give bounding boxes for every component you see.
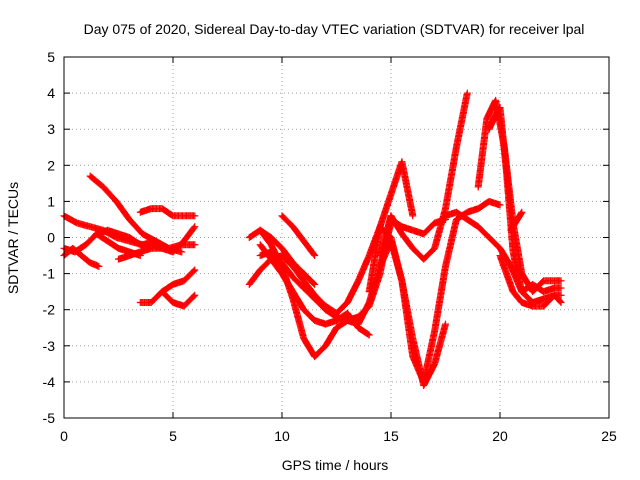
data-series-group <box>115 244 166 263</box>
series-trace <box>388 216 448 237</box>
y-tick-label: 1 <box>47 193 55 209</box>
series-trace <box>377 238 449 388</box>
grid-lines <box>64 57 609 418</box>
x-tick-label: 25 <box>601 428 617 444</box>
data-series-group <box>86 172 186 256</box>
series-trace <box>508 209 525 233</box>
y-tick-label: 0 <box>47 230 55 246</box>
x-tick-label: 0 <box>60 428 68 444</box>
data-series-group <box>60 244 103 270</box>
x-tick-label: 5 <box>169 428 177 444</box>
y-tick-label: 2 <box>47 157 55 173</box>
y-tick-label: -4 <box>43 374 56 390</box>
series-trace <box>61 245 102 270</box>
y-axis-label: SDTVAR / TECUs <box>5 182 21 294</box>
data-series-group <box>376 237 449 390</box>
x-ticks: 0 5 10 15 20 25 <box>60 57 617 444</box>
data-series-group <box>387 215 449 238</box>
data-series-group <box>376 89 471 263</box>
y-tick-label: 5 <box>47 49 55 65</box>
data-series <box>60 89 565 390</box>
data-series-group <box>256 226 319 288</box>
x-tick-label: 10 <box>274 428 290 444</box>
data-series-group <box>136 288 199 310</box>
y-tick-label: -3 <box>43 338 56 354</box>
data-series-group <box>278 212 319 260</box>
data-series-group <box>158 266 199 296</box>
y-tick-label: -5 <box>43 410 56 426</box>
series-trace <box>138 205 197 220</box>
y-tick-label: 3 <box>47 121 55 137</box>
series-trace <box>87 173 184 256</box>
data-series-group <box>496 252 565 310</box>
series-trace <box>257 242 372 338</box>
chart-title: Day 075 of 2020, Sidereal Day-to-day VTE… <box>84 21 585 37</box>
data-series-group <box>507 208 526 234</box>
series-trace <box>279 213 318 258</box>
y-ticks: -5 -4 -3 -2 -1 0 1 2 3 4 5 <box>43 49 609 426</box>
data-series-group <box>256 241 373 339</box>
data-series-group <box>136 205 199 220</box>
series-trace <box>138 289 198 310</box>
series-trace <box>159 267 198 295</box>
series-trace <box>377 91 471 262</box>
y-tick-label: -1 <box>43 266 56 282</box>
y-tick-label: 4 <box>47 85 55 101</box>
x-axis-label: GPS time / hours <box>282 457 389 473</box>
series-trace <box>116 244 165 263</box>
x-tick-label: 15 <box>383 428 399 444</box>
series-trace <box>497 253 564 310</box>
data-series-group <box>93 230 144 260</box>
x-tick-label: 20 <box>492 428 508 444</box>
y-tick-label: -2 <box>43 302 56 318</box>
series-trace <box>257 227 318 287</box>
